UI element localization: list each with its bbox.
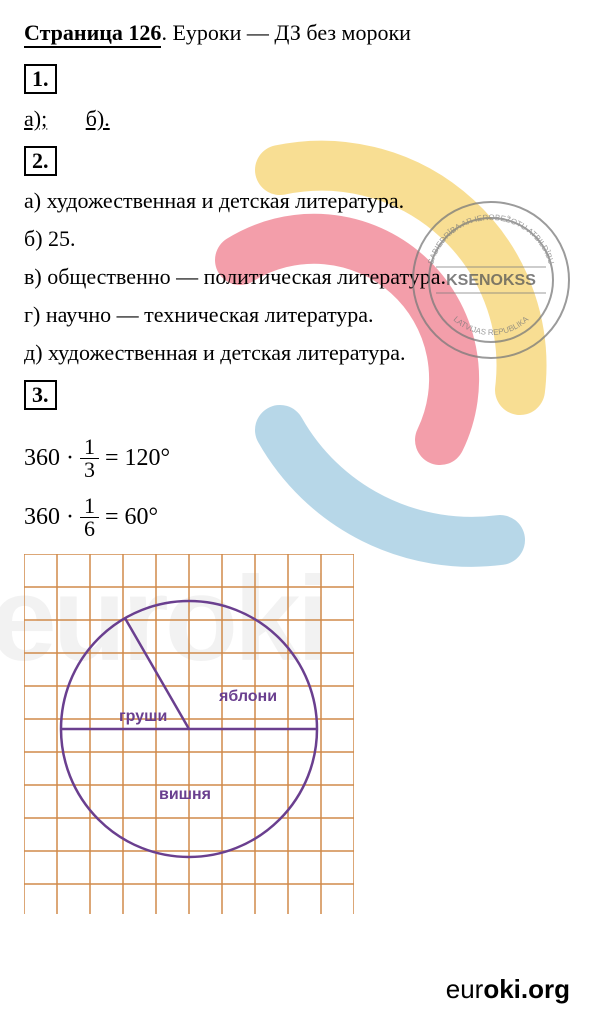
page-number: Страница 126 [24, 20, 161, 48]
answer-2c: в) общественно — политическая литература… [24, 264, 582, 290]
answer-2d: г) научно — техническая литература. [24, 302, 582, 328]
site-name: Еуроки [172, 20, 241, 45]
question-number: 2. [24, 146, 57, 176]
question-3: 3. 360 · 1 3 = 120° 360 · 1 6 = 60° ябло… [24, 380, 582, 914]
answer-2a: а) художественная и детская литература. [24, 188, 582, 214]
question-1: 1. а); б). [24, 64, 582, 132]
pie-chart: яблони груши вишня [24, 554, 354, 914]
answer-1b: б). [86, 106, 110, 131]
page-title: Страница 126. Еуроки — ДЗ без мороки [24, 20, 582, 46]
svg-text:груши: груши [119, 708, 167, 725]
answer-2b: б) 25. [24, 226, 582, 252]
question-number: 3. [24, 380, 57, 410]
question-2: 2. а) художественная и детская литератур… [24, 146, 582, 366]
answer-2e: д) художественная и детская литература. [24, 340, 582, 366]
answer-1a: а); [24, 106, 47, 131]
tagline: ДЗ без мороки [274, 20, 411, 45]
equation-1: 360 · 1 3 = 120° [24, 436, 582, 481]
footer-logo: euroki.org [446, 974, 570, 1005]
svg-text:вишня: вишня [159, 786, 211, 803]
fraction: 1 3 [80, 436, 99, 481]
equation-2: 360 · 1 6 = 60° [24, 495, 582, 540]
fraction: 1 6 [80, 495, 99, 540]
question-number: 1. [24, 64, 57, 94]
svg-text:яблони: яблони [218, 688, 277, 705]
